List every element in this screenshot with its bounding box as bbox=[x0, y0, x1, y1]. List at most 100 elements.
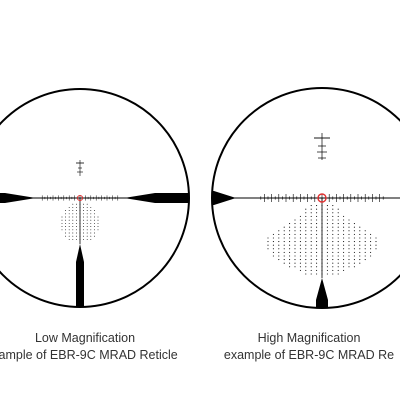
holdover-dot bbox=[299, 226, 301, 228]
holdover-dot bbox=[289, 241, 291, 243]
holdover-dot bbox=[305, 255, 307, 257]
holdover-dot bbox=[305, 269, 307, 271]
holdover-dot bbox=[321, 262, 323, 264]
holdover-dot bbox=[364, 248, 366, 250]
holdover-dot bbox=[305, 237, 307, 239]
holdover-dot bbox=[86, 203, 88, 205]
holdover-dot bbox=[278, 251, 280, 253]
holdover-dot bbox=[348, 219, 350, 221]
holdover-dot bbox=[294, 262, 296, 264]
holdover-dot bbox=[65, 213, 67, 215]
holdover-dot bbox=[316, 241, 318, 243]
holdover-dot bbox=[61, 222, 63, 224]
holdover-dot bbox=[337, 273, 339, 275]
holdover-dot bbox=[310, 205, 312, 207]
holdover-dot bbox=[68, 206, 70, 208]
holdover-dot bbox=[321, 251, 323, 253]
holdover-dot bbox=[68, 216, 70, 218]
holdover-dot bbox=[299, 244, 301, 246]
holdover-dot bbox=[294, 241, 296, 243]
holdover-dot bbox=[332, 219, 334, 221]
holdover-dot bbox=[83, 216, 85, 218]
holdover-dot bbox=[93, 232, 95, 234]
holdover-dot bbox=[289, 226, 291, 228]
holdover-dot bbox=[332, 266, 334, 268]
holdover-dot bbox=[289, 223, 291, 225]
holdover-dot bbox=[305, 248, 307, 250]
holdover-dot bbox=[326, 219, 328, 221]
holdover-dot bbox=[79, 235, 81, 237]
holdover-dot bbox=[348, 230, 350, 232]
holdover-dot bbox=[278, 248, 280, 250]
holdover-dot bbox=[321, 230, 323, 232]
holdover-dot bbox=[294, 259, 296, 261]
holdover-dot bbox=[332, 273, 334, 275]
holdover-dot bbox=[90, 210, 92, 212]
holdover-dot bbox=[75, 219, 77, 221]
low-magnification-title: Low Magnification bbox=[34, 331, 136, 345]
holdover-dot bbox=[83, 226, 85, 228]
holdover-dot bbox=[61, 226, 63, 228]
holdover-dot bbox=[97, 226, 99, 228]
holdover-dot bbox=[68, 229, 70, 231]
holdover-dot bbox=[370, 251, 372, 253]
holdover-dot bbox=[353, 248, 355, 250]
holdover-dot bbox=[90, 226, 92, 228]
holdover-dot bbox=[364, 255, 366, 257]
holdover-dot bbox=[289, 259, 291, 261]
holdover-dot bbox=[316, 259, 318, 261]
holdover-dot bbox=[294, 237, 296, 239]
holdover-dot bbox=[65, 226, 67, 228]
holdover-dot bbox=[278, 255, 280, 257]
holdover-dot bbox=[294, 219, 296, 221]
left-christmas-tree-dots bbox=[61, 203, 99, 240]
holdover-dot bbox=[370, 233, 372, 235]
holdover-dot bbox=[294, 266, 296, 268]
holdover-dot bbox=[289, 255, 291, 257]
holdover-dot bbox=[272, 248, 274, 250]
holdover-dot bbox=[83, 219, 85, 221]
holdover-dot bbox=[343, 248, 345, 250]
holdover-dot bbox=[283, 233, 285, 235]
holdover-dot bbox=[310, 244, 312, 246]
holdover-dot bbox=[337, 215, 339, 217]
holdover-dot bbox=[326, 259, 328, 261]
holdover-dot bbox=[83, 203, 85, 205]
holdover-dot bbox=[75, 232, 77, 234]
holdover-dot bbox=[305, 259, 307, 261]
holdover-dot bbox=[305, 244, 307, 246]
holdover-dot bbox=[61, 229, 63, 231]
holdover-dot bbox=[316, 226, 318, 228]
holdover-dot bbox=[321, 273, 323, 275]
holdover-dot bbox=[65, 232, 67, 234]
holdover-dot bbox=[370, 237, 372, 239]
holdover-dot bbox=[316, 233, 318, 235]
holdover-dot bbox=[283, 230, 285, 232]
holdover-dot bbox=[86, 210, 88, 212]
holdover-dot bbox=[310, 262, 312, 264]
low-magnification-reticle bbox=[0, 88, 190, 308]
holdover-dot bbox=[93, 235, 95, 237]
holdover-dot bbox=[86, 213, 88, 215]
holdover-dot bbox=[79, 203, 81, 205]
holdover-dot bbox=[348, 223, 350, 225]
holdover-dot bbox=[343, 259, 345, 261]
holdover-dot bbox=[83, 235, 85, 237]
holdover-dot bbox=[321, 226, 323, 228]
holdover-dot bbox=[337, 219, 339, 221]
holdover-dot bbox=[359, 241, 361, 243]
holdover-dot bbox=[83, 238, 85, 240]
holdover-dot bbox=[93, 213, 95, 215]
holdover-dot bbox=[359, 259, 361, 261]
holdover-dot bbox=[299, 259, 301, 261]
holdover-dot bbox=[305, 230, 307, 232]
holdover-dot bbox=[65, 235, 67, 237]
holdover-dot bbox=[305, 266, 307, 268]
holdover-dot bbox=[79, 213, 81, 215]
holdover-dot bbox=[364, 259, 366, 261]
holdover-dot bbox=[326, 244, 328, 246]
holdover-dot bbox=[90, 216, 92, 218]
holdover-dot bbox=[348, 259, 350, 261]
holdover-dot bbox=[343, 230, 345, 232]
